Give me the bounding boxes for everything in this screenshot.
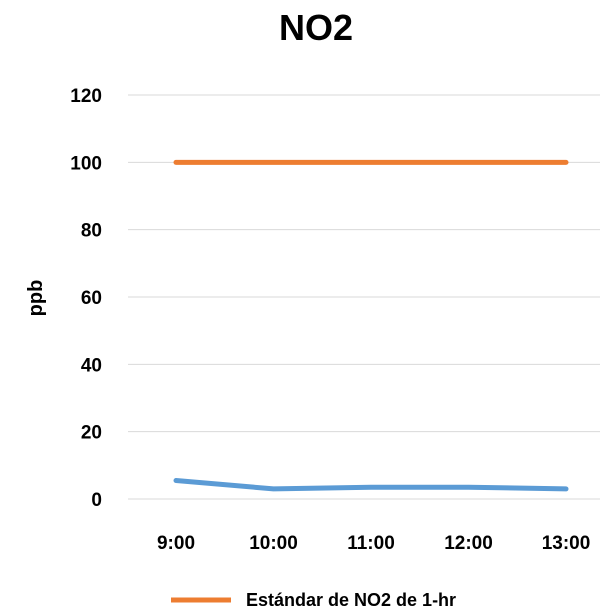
y-tick-label: 80 (81, 221, 102, 242)
chart-title: NO2 (279, 7, 353, 48)
x-tick-label: 11:00 (347, 533, 395, 554)
x-tick-label: 13:00 (542, 533, 591, 554)
y-tick-label: 0 (91, 490, 102, 511)
y-tick-label: 60 (81, 288, 102, 309)
gridlines (128, 94, 600, 500)
x-tick-label: 12:00 (444, 533, 493, 554)
x-axis-ticks: 9:00 10:00 11:00 12:00 13:00 (157, 533, 590, 554)
series-lines (173, 159, 569, 492)
series-line-1 (173, 477, 569, 492)
y-axis-label: ppb (25, 280, 47, 317)
x-tick-label: 10:00 (249, 533, 298, 554)
legend: Estándar de NO2 de 1-hr (171, 590, 456, 609)
y-tick-label: 100 (70, 153, 102, 174)
x-tick-label: 9:00 (157, 533, 195, 554)
y-tick-label: 40 (81, 355, 102, 376)
y-tick-label: 120 (70, 86, 102, 107)
legend-label: Estándar de NO2 de 1-hr (246, 590, 456, 609)
y-tick-label: 20 (81, 423, 102, 444)
y-axis-ticks: 0 20 40 60 80 100 120 (70, 86, 102, 511)
